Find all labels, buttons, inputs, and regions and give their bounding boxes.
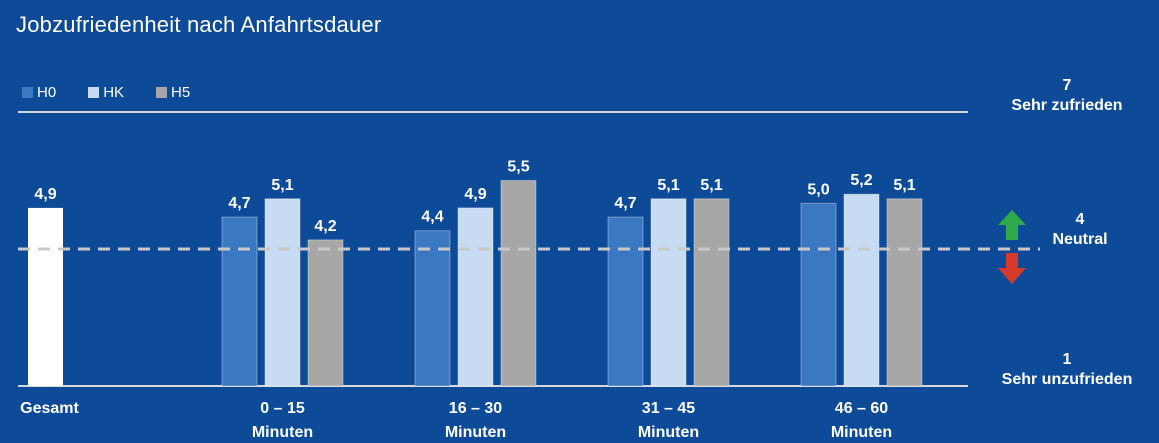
data-label-h5-group-2: 5,5 bbox=[507, 159, 529, 176]
data-label-h5-group-4: 5,1 bbox=[893, 177, 915, 194]
bar-h0-group-3 bbox=[607, 216, 644, 387]
bar-h0-group-2 bbox=[414, 230, 451, 387]
legend-item-h0: H0 bbox=[22, 84, 56, 101]
x-tick-label-group-1: 0 – 15 bbox=[260, 400, 305, 417]
data-label-h0-group-1: 4,7 bbox=[228, 195, 250, 212]
legend-label-h5: H5 bbox=[171, 84, 191, 101]
x-tick-label-group-3: 31 – 45 bbox=[642, 400, 695, 417]
legend-swatch-h5 bbox=[156, 87, 168, 98]
legend-item-hk: HK bbox=[88, 84, 124, 101]
legend-label-h0: H0 bbox=[37, 84, 57, 101]
x-tick-sublabel-group-1: Minuten bbox=[252, 424, 313, 441]
up-arrow-icon bbox=[998, 210, 1026, 240]
bar-h5-group-2 bbox=[500, 180, 537, 387]
bar-h5-group-3 bbox=[693, 198, 730, 387]
scale-bottom-label: 1 Sehr unzufrieden bbox=[975, 350, 1159, 390]
data-label-h0-group-2: 4,4 bbox=[421, 209, 443, 226]
x-tick-label-group-2: 16 – 30 bbox=[449, 400, 502, 417]
legend-swatch-h0 bbox=[22, 87, 33, 98]
legend-swatch-hk bbox=[88, 87, 100, 98]
data-label-gesamt: 4,9 bbox=[34, 186, 56, 203]
scale-mid-text: Neutral bbox=[1052, 231, 1108, 248]
bar-hk-group-2 bbox=[457, 207, 494, 387]
scale-top-value: 7 bbox=[1062, 77, 1072, 94]
data-label-h5-group-3: 5,1 bbox=[700, 177, 722, 194]
bar-h5-group-1 bbox=[307, 239, 344, 387]
data-label-h5-group-1: 4,2 bbox=[314, 218, 336, 235]
scale-bottom-text: Sehr unzufrieden bbox=[1001, 371, 1133, 388]
data-label-hk-group-1: 5,1 bbox=[271, 177, 293, 194]
scale-mid-value: 4 bbox=[1075, 211, 1085, 228]
scale-top-text: Sehr zufrieden bbox=[1011, 97, 1123, 114]
data-label-hk-group-3: 5,1 bbox=[657, 177, 679, 194]
scale-mid-label: 4 Neutral bbox=[1030, 210, 1130, 250]
scale-bottom-value: 1 bbox=[1062, 351, 1072, 368]
legend-item-h5: H5 bbox=[156, 84, 190, 101]
chart-title: Jobzufriedenheit nach Anfahrtsdauer bbox=[16, 12, 382, 37]
bar-h0-group-4 bbox=[800, 202, 837, 387]
x-tick-sublabel-group-3: Minuten bbox=[638, 424, 699, 441]
legend-label-hk: HK bbox=[103, 84, 125, 101]
bar-gesamt bbox=[28, 207, 63, 386]
x-tick-sublabel-group-2: Minuten bbox=[445, 424, 506, 441]
data-label-hk-group-4: 5,2 bbox=[850, 172, 872, 189]
bar-hk-group-4 bbox=[843, 193, 880, 387]
bar-h5-group-4 bbox=[886, 198, 923, 387]
bar-hk-group-1 bbox=[264, 198, 301, 387]
x-tick-label-gesamt: Gesamt bbox=[20, 400, 79, 417]
x-tick-sublabel-group-4: Minuten bbox=[831, 424, 892, 441]
legend: H0 HK H5 bbox=[22, 84, 190, 101]
down-arrow-icon bbox=[998, 253, 1026, 284]
bar-h0-group-1 bbox=[221, 216, 258, 387]
scale-top-label: 7 Sehr zufrieden bbox=[985, 76, 1149, 116]
data-label-hk-group-2: 4,9 bbox=[464, 186, 486, 203]
bar-hk-group-3 bbox=[650, 198, 687, 387]
data-label-h0-group-4: 5,0 bbox=[807, 181, 829, 198]
x-tick-label-group-4: 46 – 60 bbox=[835, 400, 888, 417]
data-label-h0-group-3: 4,7 bbox=[614, 195, 636, 212]
